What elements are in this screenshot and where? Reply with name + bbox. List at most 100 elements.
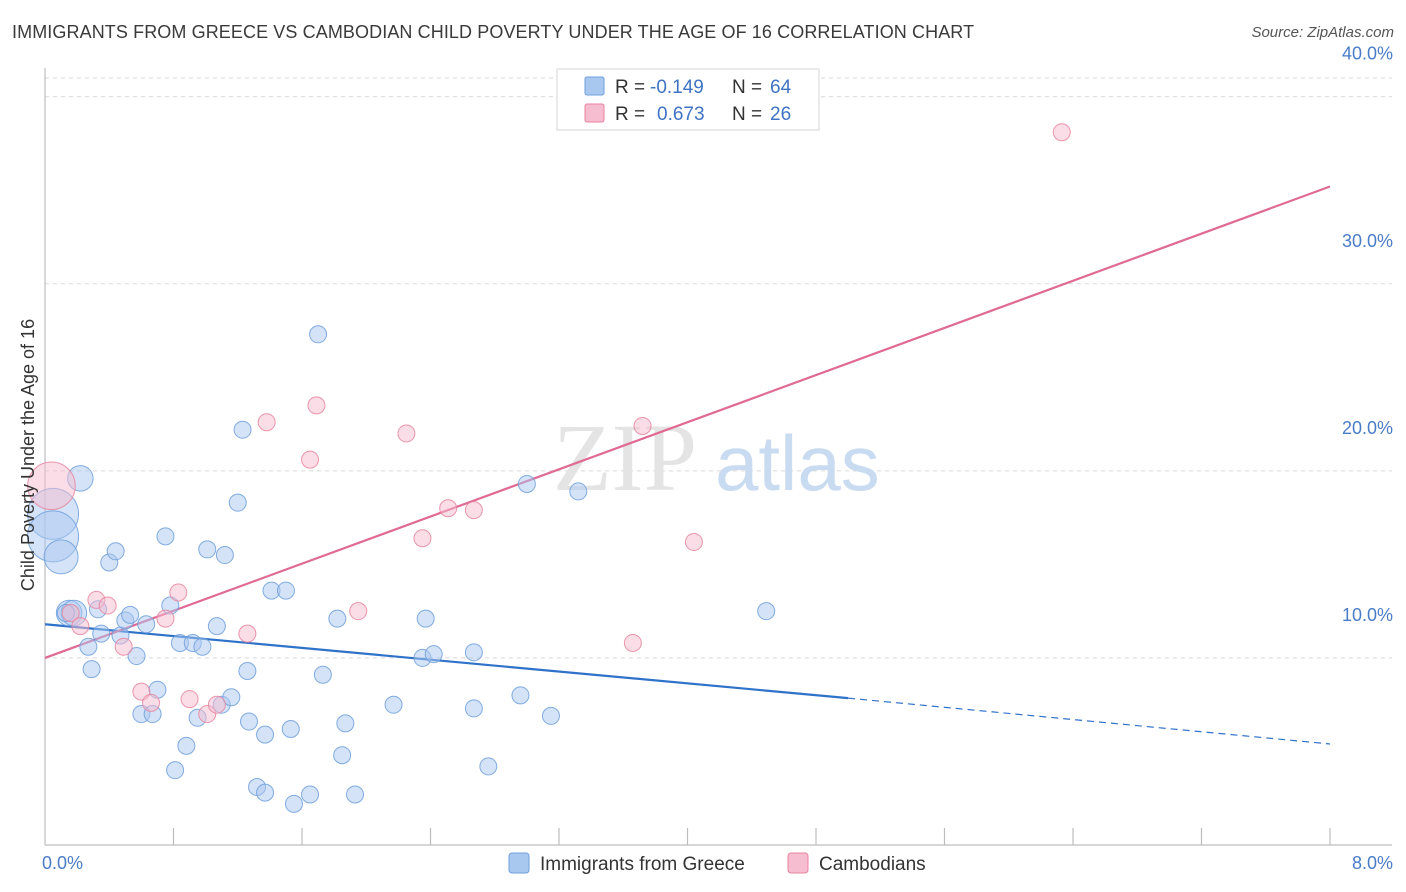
- point-greece: [511, 686, 530, 705]
- point-greece: [106, 542, 125, 561]
- legend-r-value-1: -0.149: [650, 77, 704, 98]
- trend-line-cambodians: [44, 185, 1331, 659]
- point-greece: [336, 714, 355, 733]
- point-greece: [127, 647, 146, 666]
- point-greece: [79, 637, 98, 656]
- legend-r-value-2: 0.673: [657, 104, 705, 125]
- point-greece: [82, 660, 101, 679]
- point-cambodians: [114, 637, 133, 656]
- point-greece: [256, 725, 275, 744]
- point-greece: [198, 540, 217, 559]
- point-cambodians: [27, 461, 76, 511]
- point-greece: [424, 645, 443, 664]
- point-greece: [228, 493, 247, 512]
- series-legend-swatch-greece: [508, 852, 530, 874]
- y-axis-label: Child Poverty Under the Age of 16: [18, 319, 38, 591]
- series-legend: Immigrants from Greece Cambodians: [508, 852, 926, 875]
- legend-swatch-cambodians: [584, 103, 605, 123]
- point-cambodians: [684, 532, 703, 551]
- point-greece: [346, 785, 365, 804]
- point-greece: [121, 605, 140, 624]
- point-greece: [281, 720, 300, 739]
- point-cambodians: [439, 499, 458, 518]
- point-cambodians: [349, 602, 368, 621]
- x-tick-label: 0.0%: [42, 853, 83, 873]
- point-greece: [757, 602, 776, 621]
- point-greece: [328, 609, 347, 628]
- point-greece: [222, 688, 241, 707]
- watermark-atlas: atlas: [715, 419, 880, 507]
- legend-n-value-2: 26: [770, 104, 791, 125]
- point-greece: [193, 637, 212, 656]
- y-tick-label: 20.0%: [1342, 418, 1393, 438]
- y-tick-label: 10.0%: [1342, 605, 1393, 625]
- point-greece: [215, 546, 234, 565]
- point-greece: [137, 615, 156, 634]
- point-greece: [207, 617, 226, 636]
- point-cambodians: [238, 624, 257, 643]
- legend-r-label-1: R =: [615, 77, 645, 98]
- series-legend-cambodians: Cambodians: [819, 854, 926, 875]
- point-greece: [464, 643, 483, 662]
- point-greece: [517, 474, 536, 493]
- point-greece: [239, 712, 258, 731]
- point-cambodians: [623, 633, 642, 652]
- point-greece: [313, 665, 332, 684]
- point-greece: [156, 527, 175, 546]
- point-greece: [233, 420, 252, 439]
- data-points: [27, 123, 1071, 813]
- point-greece: [301, 785, 320, 804]
- point-greece: [569, 482, 588, 501]
- point-greece: [541, 706, 560, 725]
- point-cambodians: [142, 693, 161, 712]
- legend-box: R = -0.149 N = 64 R = 0.673 N = 26: [556, 68, 820, 131]
- trend-line-greece-extrapolated: [848, 697, 1331, 745]
- point-cambodians: [307, 396, 326, 415]
- point-greece: [333, 746, 352, 765]
- point-cambodians: [98, 596, 117, 615]
- point-greece: [92, 624, 111, 643]
- point-cambodians: [464, 501, 483, 520]
- point-greece: [284, 794, 303, 813]
- point-cambodians: [156, 609, 175, 628]
- point-cambodians: [71, 617, 90, 636]
- point-cambodians: [207, 695, 226, 714]
- y-tick-label: 30.0%: [1342, 231, 1393, 251]
- y-tick-label: 40.0%: [1342, 44, 1393, 64]
- point-cambodians: [301, 450, 320, 469]
- watermark: ZIP atlas: [553, 404, 880, 511]
- axes: [44, 68, 1392, 846]
- point-cambodians: [180, 690, 199, 709]
- chart-title: IMMIGRANTS FROM GREECE VS CAMBODIAN CHIL…: [12, 22, 975, 42]
- grid-lines: [45, 77, 1392, 659]
- x-tick-labels: 0.0% 8.0%: [42, 853, 1393, 873]
- point-cambodians: [61, 604, 80, 623]
- legend-n-value-1: 64: [770, 77, 792, 98]
- point-greece: [464, 699, 483, 718]
- legend-n-label-2: N =: [732, 104, 762, 125]
- x-tick-label: 8.0%: [1352, 853, 1393, 873]
- point-cambodians: [633, 416, 652, 435]
- point-cambodians: [257, 413, 276, 432]
- series-legend-greece: Immigrants from Greece: [540, 854, 745, 875]
- point-greece: [256, 783, 275, 802]
- point-cambodians: [1052, 123, 1071, 142]
- point-greece: [479, 757, 498, 776]
- point-cambodians: [169, 583, 188, 602]
- point-greece: [43, 539, 79, 575]
- point-cambodians: [413, 529, 432, 548]
- series-legend-swatch-cambodians: [787, 852, 809, 874]
- point-greece: [384, 695, 403, 714]
- legend-r-label-2: R =: [615, 104, 645, 125]
- legend-swatch-greece: [584, 76, 605, 96]
- point-cambodians: [397, 424, 416, 443]
- point-greece: [238, 662, 257, 681]
- y-tick-labels: 10.0% 20.0% 30.0% 40.0%: [1342, 44, 1393, 625]
- point-greece: [276, 581, 295, 600]
- point-greece: [416, 609, 435, 628]
- legend-n-label-1: N =: [732, 77, 762, 98]
- point-greece: [177, 736, 196, 755]
- point-greece: [309, 325, 328, 344]
- source-label: Source: ZipAtlas.com: [1251, 24, 1394, 41]
